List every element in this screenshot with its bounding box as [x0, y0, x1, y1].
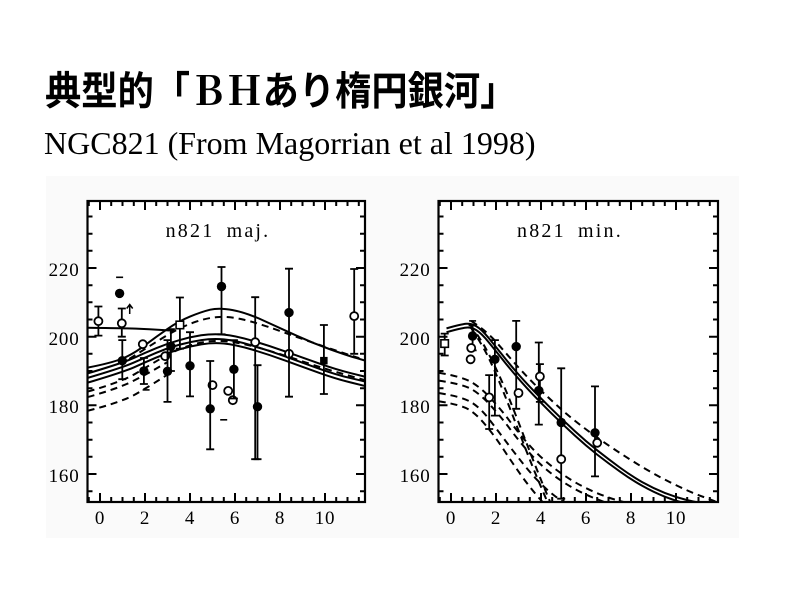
svg-text:0: 0 — [446, 508, 456, 529]
svg-text:6: 6 — [230, 508, 240, 529]
svg-text:4: 4 — [185, 508, 195, 529]
svg-text:200: 200 — [49, 329, 80, 350]
svg-text:6: 6 — [581, 508, 591, 529]
svg-text:0: 0 — [95, 508, 105, 529]
svg-text:NGC821 (From Magorrian et al 1: NGC821 (From Magorrian et al 1998) — [44, 125, 535, 161]
svg-text:220: 220 — [400, 260, 431, 281]
svg-text:2: 2 — [140, 508, 150, 529]
svg-text:8: 8 — [626, 508, 636, 529]
svg-text:4: 4 — [536, 508, 546, 529]
svg-text:10: 10 — [666, 508, 687, 529]
svg-text:n821 maj.: n821 maj. — [166, 220, 271, 242]
svg-text:160: 160 — [49, 466, 80, 487]
svg-text:8: 8 — [275, 508, 285, 529]
svg-text:220: 220 — [49, 260, 80, 281]
svg-text:180: 180 — [400, 397, 431, 418]
svg-text:180: 180 — [49, 397, 80, 418]
svg-text:200: 200 — [400, 329, 431, 350]
svg-text:10: 10 — [315, 508, 336, 529]
svg-text:2: 2 — [491, 508, 501, 529]
svg-text:n821 min.: n821 min. — [517, 220, 623, 242]
svg-text:160: 160 — [400, 466, 431, 487]
